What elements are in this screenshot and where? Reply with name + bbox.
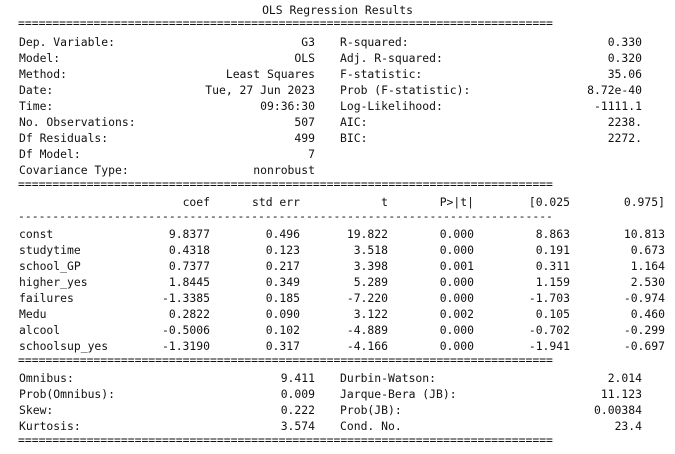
header-value: Least Squares	[150, 66, 315, 82]
row-std-err: 0.102	[210, 322, 300, 338]
header-value: G3	[150, 34, 315, 50]
row-variable: Medu	[19, 306, 46, 322]
header-value: 2272.	[500, 130, 642, 146]
row-variable: school_GP	[19, 258, 81, 274]
row-p: 0.000	[410, 322, 474, 338]
header-label: Df Model:	[19, 146, 81, 162]
row-t: 3.518	[330, 242, 388, 258]
row-coef: -1.3385	[150, 290, 210, 306]
row-t: 19.822	[330, 226, 388, 242]
header-label: Time:	[19, 98, 53, 114]
row-std-err: 0.217	[210, 258, 300, 274]
row-variable: alcool	[19, 322, 60, 338]
row-t: 5.289	[330, 274, 388, 290]
row-ci-low: 8.863	[500, 226, 570, 242]
diag-label: Jarque-Bera (JB):	[340, 386, 457, 402]
row-p: 0.002	[410, 306, 474, 322]
diag-value: 0.00384	[500, 402, 642, 418]
row-std-err: 0.123	[210, 242, 300, 258]
row-ci-high: 0.673	[580, 242, 665, 258]
diag-value: 2.014	[500, 370, 642, 386]
row-coef: 0.4318	[150, 242, 210, 258]
header-label: BIC:	[340, 130, 367, 146]
header-label: Model:	[19, 50, 60, 66]
diag-value: 9.411	[200, 370, 315, 386]
row-p: 0.000	[410, 242, 474, 258]
row-ci-low: 0.191	[500, 242, 570, 258]
row-std-err: 0.496	[210, 226, 300, 242]
header-label: Prob (F-statistic):	[340, 82, 470, 98]
header-value: OLS	[150, 50, 315, 66]
row-p: 0.000	[410, 290, 474, 306]
header-label: No. Observations:	[19, 114, 136, 130]
header-label: Dep. Variable:	[19, 34, 115, 50]
header-label: Adj. R-squared:	[340, 50, 443, 66]
row-variable: const	[19, 226, 53, 242]
row-ci-low: 1.159	[500, 274, 570, 290]
row-coef: 0.7377	[150, 258, 210, 274]
header-label: Df Residuals:	[19, 130, 108, 146]
row-ci-high: -0.974	[580, 290, 665, 306]
row-variable: studytime	[19, 242, 81, 258]
rule-double: ========================================…	[18, 15, 642, 31]
row-coef: 9.8377	[150, 226, 210, 242]
rule-double: ========================================…	[18, 176, 642, 192]
rule-single: ----------------------------------------…	[18, 208, 642, 224]
row-ci-low: -0.702	[500, 322, 570, 338]
row-t: -7.220	[330, 290, 388, 306]
header-value: -1111.1	[500, 98, 642, 114]
row-ci-high: 0.460	[580, 306, 665, 322]
row-variable: failures	[19, 290, 74, 306]
rule-double: ========================================…	[18, 432, 642, 448]
header-label: Method:	[19, 66, 67, 82]
diag-label: Prob(JB):	[340, 402, 402, 418]
diag-label: Durbin-Watson:	[340, 370, 436, 386]
row-p: 0.001	[410, 258, 474, 274]
header-label: F-statistic:	[340, 66, 422, 82]
row-coef: 1.8445	[150, 274, 210, 290]
row-t: 3.122	[330, 306, 388, 322]
header-value: 8.72e-40	[500, 82, 642, 98]
header-value: Tue, 27 Jun 2023	[150, 82, 315, 98]
header-value: 0.320	[500, 50, 642, 66]
header-value: 2238.	[500, 114, 642, 130]
row-std-err: 0.349	[210, 274, 300, 290]
row-p: 0.000	[410, 226, 474, 242]
header-value: 507	[150, 114, 315, 130]
diag-label: Omnibus:	[19, 370, 74, 386]
row-t: 3.398	[330, 258, 388, 274]
row-ci-high: 10.813	[580, 226, 665, 242]
row-t: -4.889	[330, 322, 388, 338]
header-value: 0.330	[500, 34, 642, 50]
row-ci-low: 0.105	[500, 306, 570, 322]
row-std-err: 0.090	[210, 306, 300, 322]
row-coef: 0.2822	[150, 306, 210, 322]
row-p: 0.000	[410, 274, 474, 290]
header-label: R-squared:	[340, 34, 409, 50]
diag-value: 0.222	[200, 402, 315, 418]
row-ci-high: 2.530	[580, 274, 665, 290]
diag-label: Skew:	[19, 402, 53, 418]
diag-label: Prob(Omnibus):	[19, 386, 115, 402]
header-label: Date:	[19, 82, 53, 98]
header-value: 35.06	[500, 66, 642, 82]
row-coef: -0.5006	[150, 322, 210, 338]
row-ci-high: 1.164	[580, 258, 665, 274]
header-value: 499	[150, 130, 315, 146]
header-label: AIC:	[340, 114, 367, 130]
header-value: 09:36:30	[150, 98, 315, 114]
diag-value: 0.009	[200, 386, 315, 402]
rule-double: ========================================…	[18, 352, 642, 368]
row-ci-low: -1.703	[500, 290, 570, 306]
header-label: Log-Likelihood:	[340, 98, 443, 114]
row-ci-high: -0.299	[580, 322, 665, 338]
diag-value: 11.123	[500, 386, 642, 402]
row-std-err: 0.185	[210, 290, 300, 306]
row-ci-low: 0.311	[500, 258, 570, 274]
header-value: 7	[150, 146, 315, 162]
row-variable: higher_yes	[19, 274, 88, 290]
